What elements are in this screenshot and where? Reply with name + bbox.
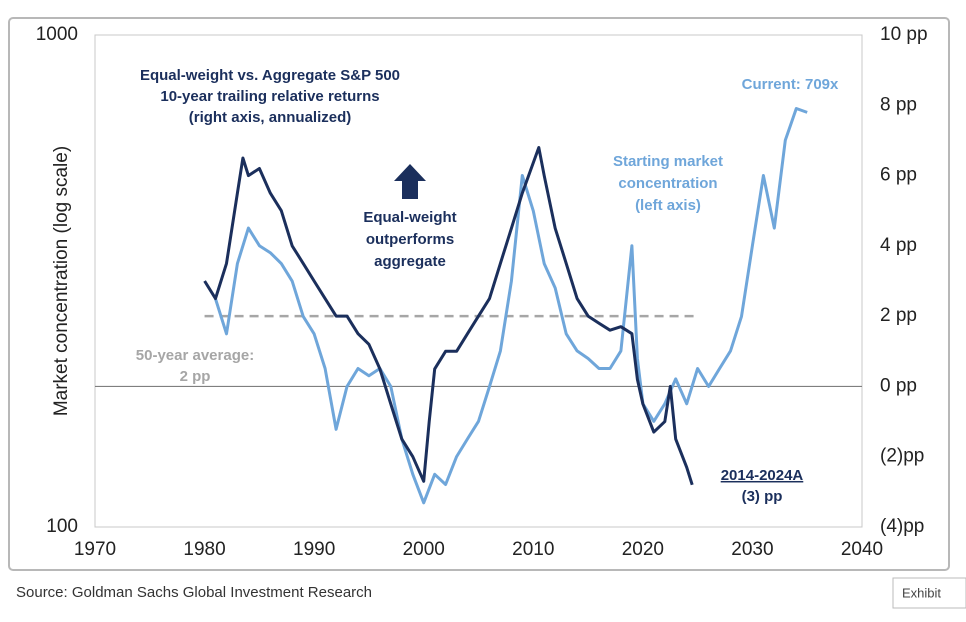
- x-tick-label: 2020: [622, 539, 664, 560]
- x-tick-label: 2010: [512, 539, 554, 560]
- annotation: concentration: [618, 175, 717, 192]
- y2-tick-label: 0 pp: [880, 375, 917, 396]
- annotation: (3) pp: [742, 488, 783, 505]
- x-tick-label: 1980: [183, 539, 225, 560]
- exhibit-tab: [892, 577, 966, 609]
- annotation: Equal-weight: [363, 209, 456, 226]
- annotation: aggregate: [374, 253, 446, 270]
- y2-tick-label: 6 pp: [880, 165, 917, 186]
- annotation: Equal-weight vs. Aggregate S&P 500: [140, 67, 400, 84]
- series-line: [214, 107, 808, 505]
- exhibit-label: Exhibit: [902, 585, 941, 600]
- y-axis-title: Market concentration (log scale): [51, 146, 72, 416]
- annotation: outperforms: [366, 231, 454, 248]
- annotation: 2014-2024A: [721, 467, 804, 484]
- annotation: Current: 709x: [742, 76, 839, 93]
- y-tick-label: 1000: [36, 24, 78, 45]
- x-tick-label: 2040: [841, 539, 883, 560]
- average-label: 2 pp: [180, 368, 211, 385]
- x-tick-label: 1970: [74, 539, 116, 560]
- x-tick-label: 2030: [731, 539, 773, 560]
- average-label: 50-year average:: [136, 347, 254, 364]
- series-line: [203, 146, 694, 486]
- x-tick-label: 1990: [293, 539, 335, 560]
- y2-tick-label: 10 pp: [880, 24, 928, 45]
- y2-tick-label: 8 pp: [880, 94, 917, 115]
- annotation: 10-year trailing relative returns: [160, 88, 379, 105]
- annotation: Starting market: [613, 153, 723, 170]
- annotation: (left axis): [635, 197, 701, 214]
- y2-tick-label: (2)pp: [880, 446, 924, 467]
- plot-area: [94, 34, 863, 528]
- y-tick-label: 100: [46, 516, 78, 537]
- y2-tick-label: 2 pp: [880, 305, 917, 326]
- up-arrow: [394, 164, 426, 199]
- annotation: (right axis, annualized): [189, 109, 352, 126]
- x-tick-label: 2000: [403, 539, 445, 560]
- y2-tick-label: 4 pp: [880, 235, 917, 256]
- source: Source: Goldman Sachs Global Investment …: [16, 584, 372, 601]
- y2-tick-label: (4)pp: [880, 516, 924, 537]
